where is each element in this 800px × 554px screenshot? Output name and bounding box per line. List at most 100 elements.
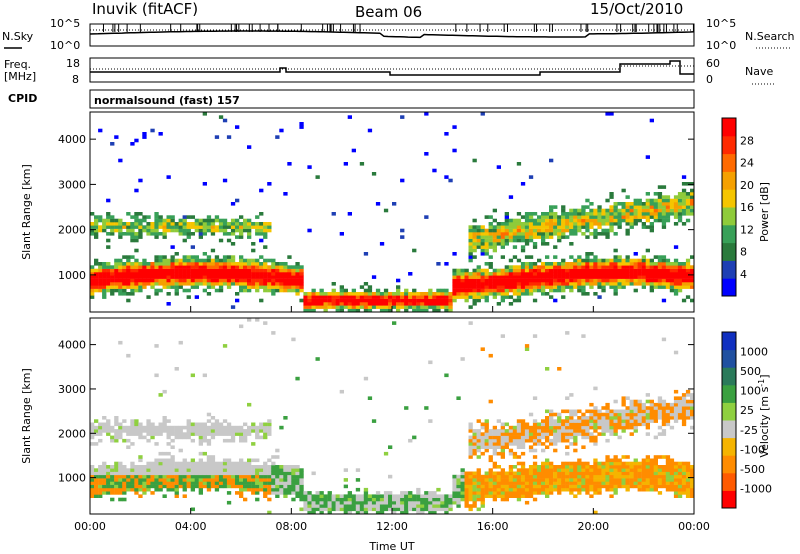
power-cell xyxy=(303,292,308,296)
power-cell xyxy=(537,258,542,263)
velocity-cell xyxy=(363,491,369,495)
power-cell xyxy=(226,282,232,286)
velocity-cell xyxy=(553,465,558,469)
velocity-cell xyxy=(118,461,123,466)
velocity-cell xyxy=(206,432,212,436)
velocity-cell xyxy=(565,419,570,423)
velocity-cell xyxy=(363,494,369,498)
velocity-cell xyxy=(319,491,324,495)
velocity-cell xyxy=(565,487,570,492)
velocity-cell xyxy=(396,494,401,498)
power-cell xyxy=(343,302,348,306)
velocity-cell xyxy=(408,494,413,498)
velocity-cell xyxy=(661,465,667,469)
velocity-cell xyxy=(255,318,260,322)
velocity-cell xyxy=(669,478,675,482)
velocity-cell xyxy=(146,468,151,472)
velocity-cell xyxy=(516,445,522,449)
velocity-cell xyxy=(154,478,159,482)
velocity-cell xyxy=(573,432,578,436)
power-cell xyxy=(464,288,469,293)
velocity-cell xyxy=(355,468,361,472)
velocity-cell xyxy=(484,478,489,482)
velocity-cell xyxy=(90,487,95,492)
power-cell xyxy=(210,222,216,226)
velocity-cell xyxy=(516,425,522,430)
power-cell xyxy=(492,218,497,223)
velocity-cell xyxy=(218,478,224,482)
velocity-cell xyxy=(206,455,212,459)
velocity-cell xyxy=(549,425,554,430)
power-cell xyxy=(657,282,663,286)
velocity-cell xyxy=(573,429,578,433)
power-cell xyxy=(516,265,522,269)
power-cell xyxy=(198,265,203,269)
velocity-cell xyxy=(198,487,203,492)
velocity-cell xyxy=(597,461,602,466)
power-cell xyxy=(198,262,203,266)
velocity-cell xyxy=(178,474,183,479)
power-cell xyxy=(355,292,361,296)
power-colorbar-tick-label: 28 xyxy=(740,134,754,147)
power-cell xyxy=(134,258,139,263)
power-cell xyxy=(134,235,139,239)
velocity-cell xyxy=(126,471,131,476)
power-cell xyxy=(561,215,566,219)
velocity-cell xyxy=(589,478,594,482)
power-cell xyxy=(279,262,284,266)
velocity-cell xyxy=(400,497,405,502)
power-cell xyxy=(504,288,509,293)
power-cell xyxy=(512,282,518,286)
power-cell xyxy=(577,275,582,279)
velocity-cell xyxy=(484,438,489,443)
velocity-cell xyxy=(488,435,493,440)
power-cell xyxy=(190,215,195,219)
power-cell xyxy=(214,282,220,286)
freq-tick-top: 18 xyxy=(66,57,80,70)
velocity-cell xyxy=(673,406,679,410)
velocity-cell xyxy=(492,491,497,495)
power-cell xyxy=(629,225,634,229)
velocity-cell xyxy=(210,422,216,427)
power-cell xyxy=(516,225,522,229)
power-cell xyxy=(653,265,658,269)
power-cell xyxy=(496,238,501,243)
velocity-cell xyxy=(146,425,151,430)
velocity-cell xyxy=(549,429,554,433)
power-cell xyxy=(629,215,634,219)
power-cell xyxy=(283,285,288,289)
power-cell xyxy=(557,265,562,269)
velocity-cell xyxy=(178,478,183,482)
velocity-cell xyxy=(339,389,344,394)
power-cell xyxy=(134,188,139,193)
power-cell xyxy=(512,268,518,273)
velocity-cell xyxy=(569,478,574,482)
velocity-cell xyxy=(516,494,522,498)
velocity-cell xyxy=(581,416,586,420)
velocity-cell xyxy=(685,491,691,495)
power-cell xyxy=(363,282,369,286)
velocity-cell xyxy=(681,422,687,427)
power-cell xyxy=(609,262,614,266)
power-cell xyxy=(653,275,658,279)
power-cell xyxy=(629,282,634,286)
velocity-cell xyxy=(222,429,228,433)
power-cell xyxy=(166,262,171,266)
power-cell xyxy=(90,232,95,236)
velocity-cell xyxy=(182,461,187,466)
velocity-cell xyxy=(601,484,606,489)
velocity-cell xyxy=(472,445,477,449)
velocity-cell xyxy=(645,406,650,410)
velocity-cell xyxy=(561,425,566,430)
power-cell xyxy=(291,268,296,273)
velocity-cell xyxy=(512,425,518,430)
velocity-cell xyxy=(255,491,260,495)
power-cell xyxy=(142,258,147,263)
velocity-cell xyxy=(500,432,505,436)
power-cell xyxy=(436,308,441,313)
power-cell xyxy=(472,228,477,233)
velocity-cell xyxy=(677,402,683,407)
power-cell xyxy=(690,272,695,276)
velocity-cell xyxy=(142,435,147,440)
velocity-cell xyxy=(677,478,683,482)
